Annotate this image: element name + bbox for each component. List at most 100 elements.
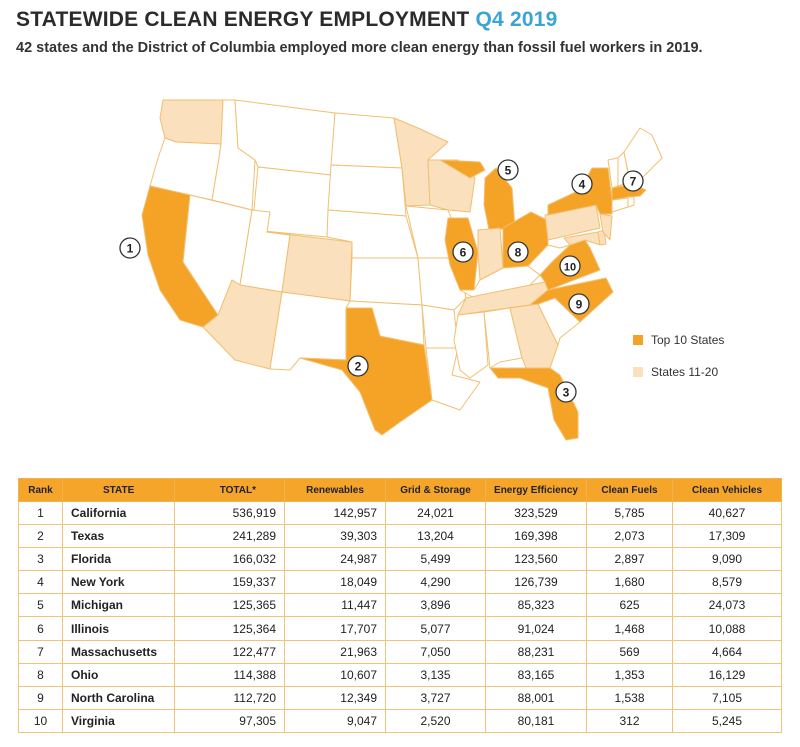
cell-rank: 9 <box>18 685 63 710</box>
rank-marker-2: 2 <box>347 355 369 377</box>
cell-energy-efficiency: 123,560 <box>485 547 587 572</box>
table-row: 7 Massachusetts 122,477 21,963 7,050 88,231 56… <box>18 639 782 664</box>
marker-label: 5 <box>505 163 512 177</box>
cell-rank: 3 <box>18 547 63 572</box>
cell-clean-vehicles: 9,090 <box>672 547 782 572</box>
state-kansas <box>349 257 423 306</box>
header-energy-efficiency: Energy Efficiency <box>485 478 587 502</box>
page-subtitle: 42 states and the District of Columbia e… <box>16 40 703 56</box>
cell-state: Ohio <box>62 662 175 687</box>
cell-rank: 8 <box>18 662 63 687</box>
legend-swatch <box>633 367 643 377</box>
cell-total: 125,364 <box>174 616 285 641</box>
cell-renewables: 11,447 <box>284 593 386 618</box>
cell-clean-fuels: 1,353 <box>586 662 673 687</box>
cell-renewables: 18,049 <box>284 570 386 595</box>
state-alabama <box>483 307 523 369</box>
cell-state: Massachusetts <box>62 639 175 664</box>
cell-energy-efficiency: 169,398 <box>485 524 587 549</box>
legend-item-top10: Top 10 States <box>633 333 724 347</box>
cell-rank: 6 <box>18 616 63 641</box>
cell-state: Florida <box>62 547 175 572</box>
marker-circle <box>555 381 577 403</box>
cell-clean-fuels: 312 <box>586 708 673 733</box>
cell-renewables: 21,963 <box>284 639 386 664</box>
title-accent: Q4 2019 <box>475 8 558 31</box>
marker-label: 2 <box>355 359 362 373</box>
title-main: STATEWIDE CLEAN ENERGY EMPLOYMENT <box>16 8 470 31</box>
cell-total: 125,365 <box>174 593 285 618</box>
cell-energy-efficiency: 83,165 <box>485 662 587 687</box>
cell-clean-fuels: 2,073 <box>586 524 673 549</box>
rank-marker-8: 8 <box>507 241 529 263</box>
marker-label: 4 <box>579 177 586 191</box>
cell-clean-fuels: 625 <box>586 593 673 618</box>
us-map: 1 2 3 4 5 6 7 8 9 10 <box>119 99 663 441</box>
marker-circle <box>452 241 474 263</box>
rank-marker-9: 9 <box>568 293 590 315</box>
cell-rank: 10 <box>18 708 63 733</box>
header-total: TOTAL* <box>174 478 285 502</box>
cell-clean-fuels: 5,785 <box>586 500 673 526</box>
cell-grid-storage: 13,204 <box>385 524 486 549</box>
cell-total: 536,919 <box>174 500 285 526</box>
state-washington <box>159 99 224 145</box>
cell-energy-efficiency: 88,001 <box>485 685 587 710</box>
rank-marker-3: 3 <box>555 381 577 403</box>
cell-grid-storage: 24,021 <box>385 500 486 526</box>
marker-circle <box>497 159 519 181</box>
table-row: 3 Florida 166,032 24,987 5,499 123,560 2,897 9,… <box>18 547 782 572</box>
page-title: STATEWIDE CLEAN ENERGY EMPLOYMENT Q4 201… <box>16 8 557 32</box>
header-grid-storage: Grid & Storage <box>385 478 486 502</box>
marker-label: 9 <box>576 297 583 311</box>
cell-energy-efficiency: 323,529 <box>485 500 587 526</box>
cell-total: 159,337 <box>174 570 285 595</box>
cell-energy-efficiency: 88,231 <box>485 639 587 664</box>
table-header-row: Rank STATE TOTAL* Renewables Grid & Stor… <box>18 478 782 502</box>
rank-marker-10: 10 <box>559 255 581 277</box>
marker-label: 10 <box>564 261 576 273</box>
state-new-jersey <box>599 213 613 241</box>
cell-grid-storage: 3,727 <box>385 685 486 710</box>
cell-clean-vehicles: 4,664 <box>672 639 782 664</box>
state-connecticut <box>611 197 629 213</box>
table-row: 4 New York 159,337 18,049 4,290 126,739 1,680 8… <box>18 570 782 595</box>
cell-renewables: 24,987 <box>284 547 386 572</box>
table-row: 5 Michigan 125,365 11,447 3,896 85,323 625 24,0… <box>18 593 782 618</box>
cell-rank: 7 <box>18 639 63 664</box>
table-row: 2 Texas 241,289 39,303 13,204 169,398 2,073 17,… <box>18 524 782 549</box>
cell-total: 114,388 <box>174 662 285 687</box>
cell-grid-storage: 4,290 <box>385 570 486 595</box>
cell-total: 112,720 <box>174 685 285 710</box>
rank-marker-7: 7 <box>622 170 644 192</box>
cell-renewables: 17,707 <box>284 616 386 641</box>
cell-clean-vehicles: 10,088 <box>672 616 782 641</box>
marker-circle <box>568 293 590 315</box>
cell-clean-vehicles: 17,309 <box>672 524 782 549</box>
cell-clean-fuels: 1,468 <box>586 616 673 641</box>
marker-circle <box>507 241 529 263</box>
marker-circle <box>119 237 141 259</box>
cell-grid-storage: 7,050 <box>385 639 486 664</box>
rank-marker-4: 4 <box>571 173 593 195</box>
cell-energy-efficiency: 80,181 <box>485 708 587 733</box>
marker-label: 1 <box>127 241 134 255</box>
header-rank: Rank <box>18 478 63 502</box>
cell-renewables: 39,303 <box>284 524 386 549</box>
cell-total: 97,305 <box>174 708 285 733</box>
cell-state: Michigan <box>62 593 175 618</box>
rank-marker-1: 1 <box>119 237 141 259</box>
cell-rank: 4 <box>18 570 63 595</box>
legend-swatch <box>633 335 643 345</box>
marker-circle <box>571 173 593 195</box>
legend-label: Top 10 States <box>651 333 725 347</box>
cell-total: 241,289 <box>174 524 285 549</box>
legend-item-states11-20: States 11-20 <box>633 365 718 379</box>
employment-table: Rank STATE TOTAL* Renewables Grid & Stor… <box>18 478 782 733</box>
marker-label: 6 <box>460 245 467 259</box>
state-florida <box>489 367 579 441</box>
header-state: STATE <box>62 478 175 502</box>
table-row: 10 Virginia 97,305 9,047 2,520 80,181 312 5,245 <box>18 708 782 733</box>
cell-clean-vehicles: 40,627 <box>672 500 782 526</box>
table-row: 1 California 536,919 142,957 24,021 323,529 5,… <box>18 500 782 526</box>
